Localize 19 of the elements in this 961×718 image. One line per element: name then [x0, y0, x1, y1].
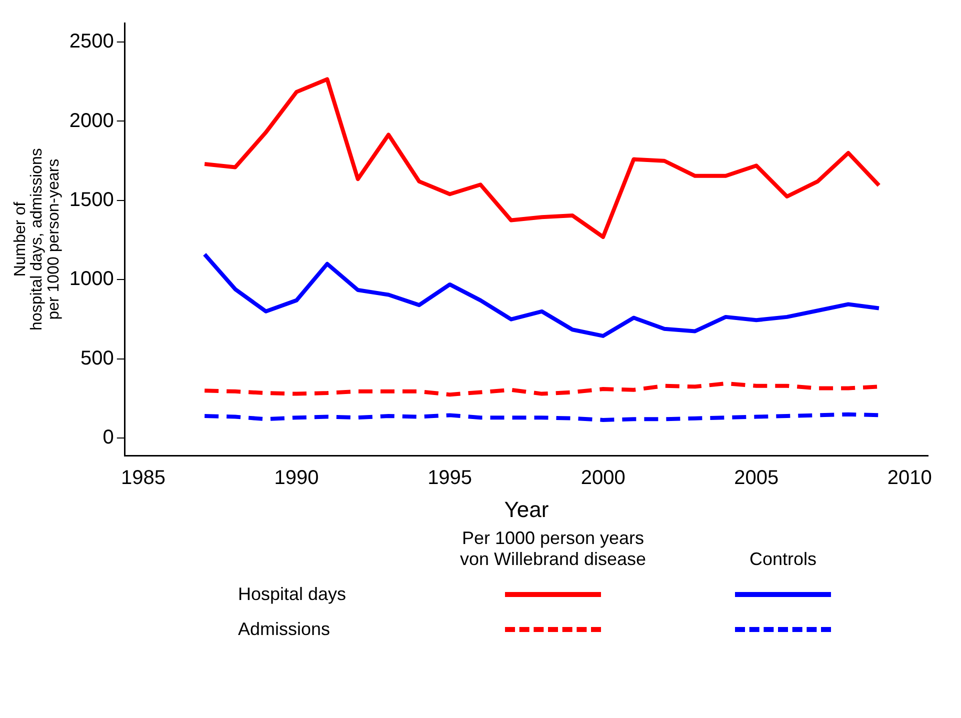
text: Controls: [748, 549, 818, 570]
y-tick-label: 1000: [69, 268, 114, 290]
y-tick-label: 0: [102, 426, 114, 449]
x-tick-label: 1990: [274, 467, 319, 490]
x-tick-label: 2005: [734, 467, 779, 490]
y-tick-label: 2500: [69, 30, 114, 53]
text: von Willebrand disease: [460, 549, 646, 569]
y-tick-label: 2000: [69, 110, 114, 132]
text: Admissions: [238, 619, 332, 640]
x-tick-label: 2010: [887, 467, 932, 490]
text: Hospital days: [238, 584, 348, 605]
x-tick-label: 2000: [580, 467, 626, 490]
x-tick-label: 1985: [121, 467, 166, 490]
y-tick-label: 500: [80, 347, 114, 370]
x-tick-label: 1995: [428, 467, 472, 490]
x-axis-title: Year: [504, 496, 549, 522]
y-axis-title: Number of hospital days, admissions per 1000 person-years: [12, 148, 62, 330]
y-tick-label: 1500: [69, 188, 114, 211]
legend-title: Per 1000 person years: [462, 528, 644, 548]
